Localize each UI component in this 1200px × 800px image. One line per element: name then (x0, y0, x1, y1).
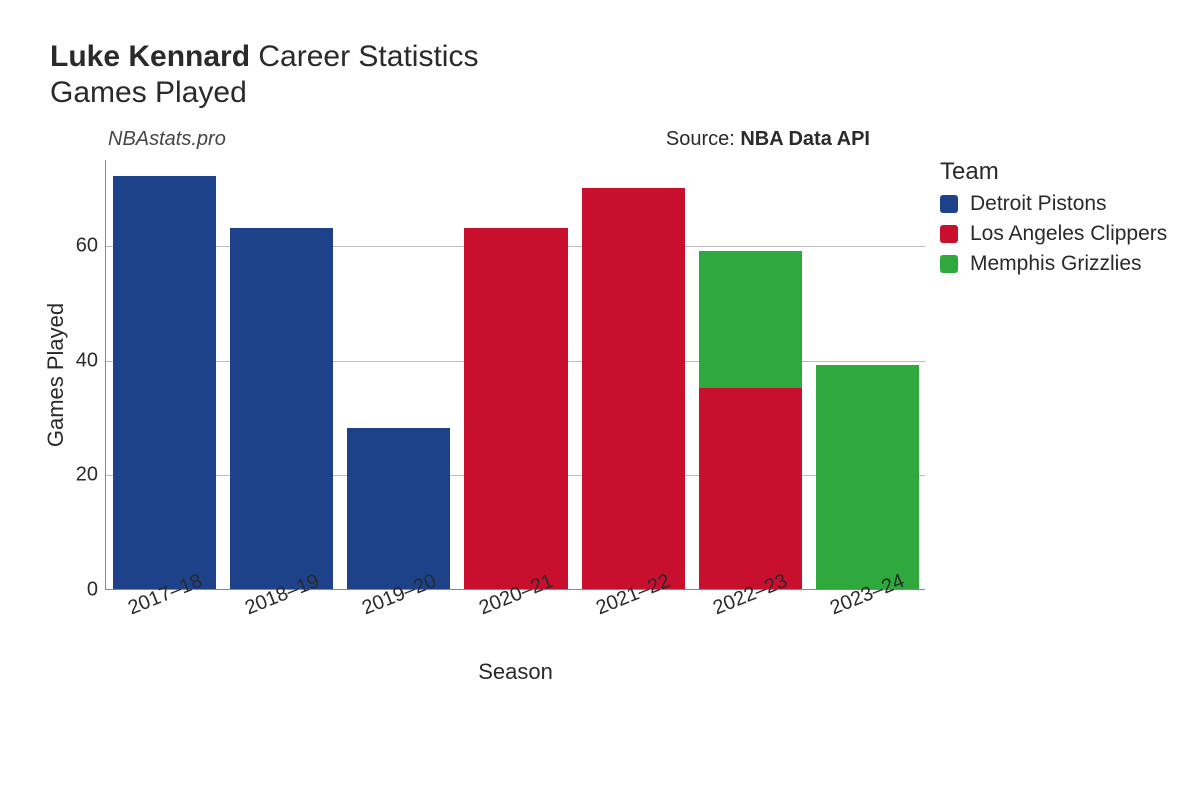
legend-title: Team (940, 158, 1167, 186)
career-stats-chart: Luke Kennard Career Statistics Games Pla… (50, 40, 1150, 590)
source-prefix: Source: (666, 128, 740, 150)
legend-item: Detroit Pistons (940, 192, 1167, 216)
legend-swatch (940, 195, 958, 213)
y-tick-label: 0 (87, 579, 98, 602)
legend-label: Detroit Pistons (970, 192, 1107, 216)
bar-segment (464, 228, 567, 589)
source-text: Source: NBA Data API (666, 128, 870, 151)
source-name: NBA Data API (740, 128, 870, 150)
legend-item: Memphis Grizzlies (940, 252, 1167, 276)
x-axis-title: Season (478, 659, 553, 685)
bar-segment (699, 388, 802, 589)
y-tick-label: 20 (76, 464, 98, 487)
bar-segment (816, 365, 919, 589)
plot-area: Games Played Season 02040602017–182018–1… (105, 160, 925, 590)
legend: Team Detroit Pistons Los Angeles Clippers… (940, 158, 1167, 282)
chart-title-bold: Luke Kennard (50, 40, 250, 73)
bar-segment (347, 428, 450, 589)
bar-segment (230, 228, 333, 589)
y-tick-label: 60 (76, 235, 98, 258)
watermark-text: NBAstats.pro (108, 128, 226, 151)
bar-segment (699, 251, 802, 389)
bar-segment (582, 188, 685, 589)
chart-title-rest: Career Statistics (250, 40, 478, 73)
chart-annotations: NBAstats.pro Source: NBA Data API (100, 128, 930, 156)
bar-segment (113, 176, 216, 589)
y-axis-title: Games Played (43, 302, 69, 446)
legend-swatch (940, 225, 958, 243)
chart-subtitle: Games Played (50, 76, 1150, 110)
legend-swatch (940, 255, 958, 273)
legend-item: Los Angeles Clippers (940, 222, 1167, 246)
legend-label: Memphis Grizzlies (970, 252, 1142, 276)
legend-label: Los Angeles Clippers (970, 222, 1167, 246)
y-tick-label: 40 (76, 349, 98, 372)
chart-title: Luke Kennard Career Statistics (50, 40, 1150, 74)
